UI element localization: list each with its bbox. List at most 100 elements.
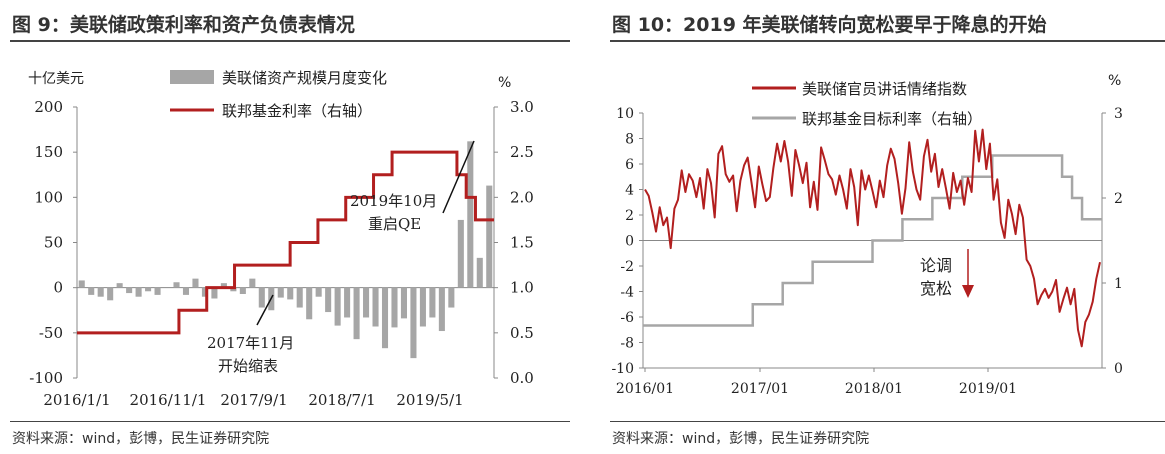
x-tick-label: 2019/5/1 [396,391,463,409]
bar [230,287,237,292]
annotation-dovish-line1: 论调 [920,256,952,275]
right-axis-unit: % [498,75,511,91]
bar [391,287,398,328]
right-y-tick-label: 3 [1114,106,1123,122]
left-y-tick-label: 4 [625,183,634,199]
bar [344,287,351,318]
right-y-tick-label: 1.5 [510,234,534,252]
x-tick-label: 2016/01 [616,381,674,397]
left-y-tick-label: -50 [39,324,63,342]
left-y-tick-label: 200 [34,98,63,116]
annotation-arrow-head [962,285,974,298]
bar [107,287,114,301]
annotation-dovish-line2: 宽松 [920,279,952,298]
left-source-text: 资料来源：wind，彭博，民生证券研究院 [12,431,270,447]
legend-label-target: 联邦基金目标利率（右轴） [802,110,982,128]
bar [220,283,227,288]
bar [438,287,445,332]
bar [145,287,152,292]
legend-label-line: 联邦基金利率（右轴） [222,102,372,120]
left-source-rule [10,421,570,422]
left-y-tick-label: -8 [620,336,634,352]
right-y-tick-label: 2.0 [510,188,534,206]
right-y-tick-label: 2.5 [510,143,534,161]
bar [88,287,95,295]
x-tick-label: 2017/01 [731,381,789,397]
right-source-text: 资料来源：wind，彭博，民生证券研究院 [612,431,870,447]
sentiment-index-line [644,128,1101,348]
left-chart-panel: 图 9：美联储政策利率和资产负债表情况 200 150 100 50 0 -50 -100 3… [0,0,580,454]
bar [296,287,303,308]
right-y-tick-label: 1 [1114,276,1123,292]
right-y-tick-label: 0 [1114,361,1123,377]
bar [353,287,360,340]
bar [400,287,407,319]
x-tick-label: 2016/11/1 [130,391,207,409]
right-axis-unit: % [1108,73,1121,89]
left-y-tick-label: -2 [620,259,634,275]
left-y-tick-label: 8 [625,132,634,148]
right-y-tick-label: 1.0 [510,279,534,297]
left-y-tick-label: 6 [625,157,634,173]
annotation-qt-line2: 开始缩表 [218,357,278,375]
bar [78,280,85,288]
annotation-qt-line1: 2017年11月 [207,334,294,352]
bar [419,287,426,327]
left-y-tick-label: 150 [34,143,63,161]
left-y-tick-label: 2 [625,208,634,224]
bar [325,287,332,313]
bar [173,282,180,288]
left-y-tick-label: -4 [620,285,634,301]
bar [211,287,218,299]
right-title-rule [610,40,1165,42]
annotation-pointer [442,140,475,214]
left-chart-title: 图 9：美联储政策利率和资产负债表情况 [12,14,355,36]
bar [192,278,199,288]
left-chart-svg: 200 150 100 50 0 -50 -100 3.0 2.5 2.0 1.5 1.0 0.5 0.0… [28,69,534,409]
legend-swatch-bar [170,70,214,84]
right-chart-title: 图 10：2019 年美联储转向宽松要早于降息的开始 [612,14,1047,36]
bar [97,287,104,297]
left-y-tick-label: -6 [620,310,634,326]
bar [182,287,190,295]
bar [457,219,464,288]
bar [429,287,436,318]
bar [116,283,123,288]
bar [476,257,483,288]
left-y-tick-label: 10 [616,106,634,122]
bar [410,287,417,359]
x-tick-label: 2016/1/1 [43,391,110,409]
right-source-rule [610,421,1165,422]
bar [135,287,142,297]
annotation-pointer [256,294,274,326]
bar [372,287,379,327]
bar [277,287,284,298]
bar [334,287,341,326]
left-y-tick-label: 100 [34,188,63,206]
bar [154,287,161,295]
left-y-tick-label: 0 [625,234,634,250]
bar [315,287,322,297]
left-y-tick-label: 0 [53,279,63,297]
right-y-tick-label: 0.5 [510,324,534,342]
right-y-tick-label: 0.0 [510,369,534,387]
bar [126,287,133,294]
left-y-tick-label: -10 [611,361,634,377]
bar [239,287,246,294]
target-rate-line [643,154,1102,327]
x-tick-label: 2018/7/1 [308,391,375,409]
fed-funds-rate-line [77,150,494,335]
bar [201,287,208,297]
legend-label-bar: 美联储资产规模月度变化 [222,69,387,87]
bar [381,287,389,349]
bar [467,141,474,288]
bar [363,287,370,318]
left-axis-unit: 十亿美元 [28,71,84,87]
bar [258,287,265,308]
legend-label-sentiment: 美联储官员讲话情绪指数 [802,80,967,98]
annotation-qe-line2: 重启QE [368,215,421,233]
bar [486,185,493,288]
left-title-rule [10,40,570,42]
bar [249,278,256,288]
